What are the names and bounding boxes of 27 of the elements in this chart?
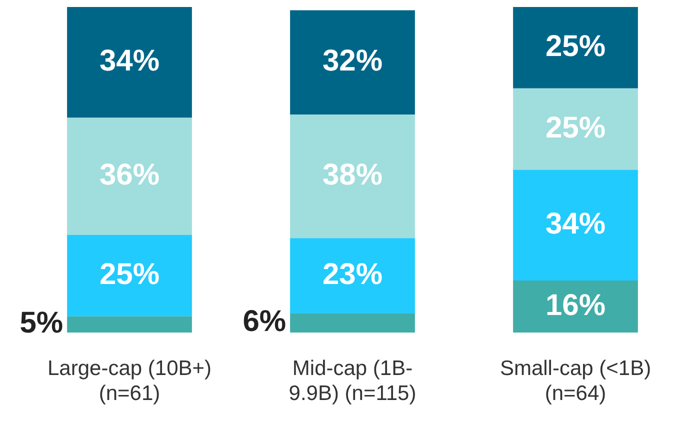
data-label: 25% — [545, 30, 606, 63]
x-tick-label: Small-cap (<1B) (n=64) — [500, 356, 652, 406]
data-label: 38% — [322, 158, 383, 192]
data-label: 36% — [99, 158, 160, 192]
data-label: 34% — [545, 207, 606, 240]
bar — [67, 7, 192, 118]
bar — [67, 234, 192, 316]
data-label: 25% — [99, 258, 160, 291]
bar — [513, 280, 638, 333]
bar — [513, 88, 638, 170]
bar — [513, 7, 638, 88]
x-tick-label: Large-cap (10B+) (n=61) — [47, 356, 212, 406]
data-label: 16% — [545, 288, 606, 322]
data-label: 6% — [242, 305, 286, 338]
data-label: 23% — [322, 258, 383, 291]
data-label: 5% — [20, 306, 64, 340]
data-label: 32% — [322, 44, 383, 78]
bar — [290, 10, 415, 114]
bar — [290, 238, 415, 314]
bar — [67, 118, 192, 235]
bar — [290, 114, 415, 238]
data-label: 34% — [99, 44, 160, 78]
bar — [513, 170, 638, 281]
bar — [67, 316, 192, 333]
x-tick-label: Mid-cap (1B-9.9B) (n=115) — [288, 356, 416, 406]
data-label: 25% — [545, 111, 606, 144]
bar — [290, 313, 415, 333]
